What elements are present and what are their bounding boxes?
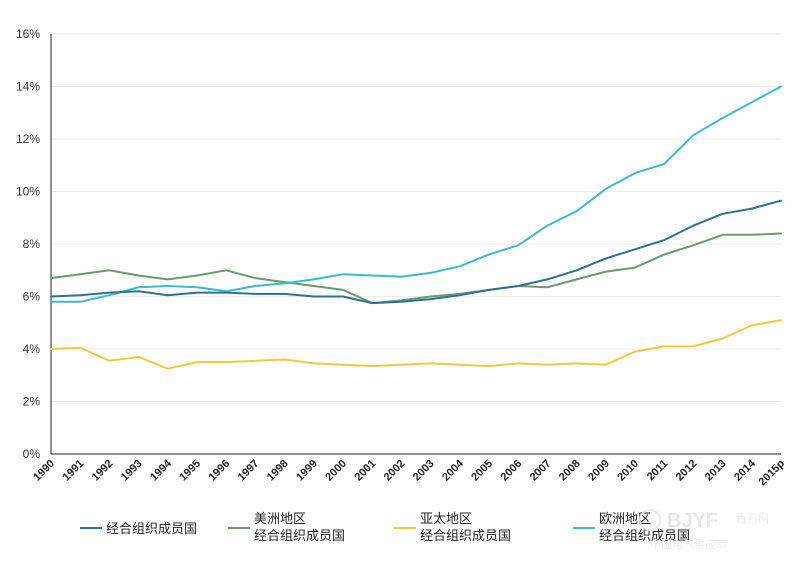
legend-item-0: 经合组织成员国 — [80, 522, 197, 537]
y-tick-label: 0% — [23, 447, 41, 461]
x-tick-label: 2008 — [557, 458, 583, 484]
x-tick-label: 2010 — [615, 458, 641, 484]
y-tick-label: 2% — [23, 395, 41, 409]
x-tick-label: 1993 — [119, 458, 145, 484]
x-tick-label: 2003 — [411, 458, 437, 484]
watermark-brand-cn: 百万网 — [736, 512, 769, 525]
series-line-1 — [50, 232, 782, 305]
watermark-logo-icon — [639, 509, 661, 531]
x-tick-label: 1999 — [294, 458, 320, 484]
legend-label: 欧洲地区 — [599, 512, 651, 527]
series-lines — [50, 85, 782, 370]
y-tick-label: 12% — [16, 132, 40, 146]
x-tick-label: 2013 — [703, 458, 729, 484]
watermark: BJYF 百万网 中国电气供应商 — [639, 509, 769, 551]
y-tick-label: 10% — [16, 185, 40, 199]
y-tick-label: 14% — [16, 80, 40, 94]
series-line-2 — [50, 319, 782, 370]
x-tick-label: 2005 — [469, 458, 495, 484]
x-tick-label: 2006 — [499, 458, 525, 484]
x-tick-label: 2014 — [732, 457, 758, 483]
series-line-3 — [50, 85, 782, 303]
x-tick-label: 1992 — [90, 458, 116, 484]
x-tick-label: 1996 — [207, 458, 233, 484]
x-tick-label: 2002 — [382, 458, 408, 484]
watermark-subtitle: 中国电气供应商 — [650, 537, 727, 551]
x-tick-label: 1998 — [265, 458, 291, 484]
x-tick-label: 2001 — [353, 458, 379, 484]
legend-label: 经合组织成员国 — [106, 522, 197, 537]
x-tick-label: 2011 — [645, 458, 670, 483]
axes — [50, 34, 781, 455]
legend-label: 经合组织成员国 — [599, 529, 690, 544]
legend-label: 亚太地区 — [420, 512, 472, 527]
x-tick-label: 2007 — [528, 458, 554, 484]
y-axis-ticks: 0% 2% 4% 6% 8% 10% 12% 14% 16% — [16, 27, 40, 461]
x-tick-label: 1990 — [31, 458, 57, 484]
legend-label: 美洲地区 — [254, 512, 306, 527]
series-line-0 — [50, 199, 782, 305]
legend-label: 经合组织成员国 — [420, 529, 511, 544]
x-tick-label: 1994 — [148, 457, 174, 483]
x-tick-label: 1995 — [177, 458, 203, 484]
x-tick-label: 2012 — [674, 458, 700, 484]
x-tick-label: 1991 — [61, 458, 87, 484]
x-tick-label: 2015p — [757, 457, 788, 488]
y-tick-label: 4% — [23, 342, 41, 356]
x-tick-label: 2004 — [440, 457, 466, 483]
y-tick-label: 6% — [23, 290, 41, 304]
legend-label: 经合组织成员国 — [254, 529, 345, 544]
y-tick-label: 16% — [16, 27, 40, 41]
x-tick-label: 1997 — [236, 458, 262, 484]
x-tick-label: 2009 — [586, 458, 612, 484]
x-axis-ticks: 1990 1991 1992 1993 1994 1995 1996 1997 1998 1999… — [31, 457, 787, 488]
gridlines — [51, 33, 781, 402]
watermark-brand: BJYF — [667, 510, 718, 532]
y-tick-label: 8% — [23, 237, 41, 251]
x-tick-label: 2000 — [323, 458, 349, 484]
